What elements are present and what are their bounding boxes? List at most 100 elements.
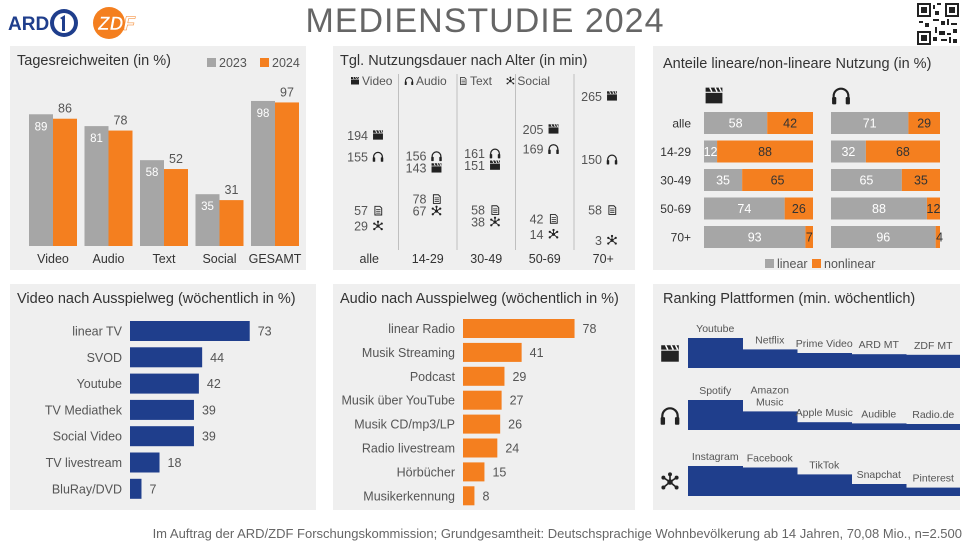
duration-value: 161 [464,147,485,161]
headphones-icon [832,87,850,105]
document-icon [432,194,441,204]
platform-label: Spotify [699,385,732,397]
duration-value: 151 [464,159,485,173]
platform-bar [851,484,907,496]
duration-value: 29 [354,220,368,234]
bar [130,347,203,368]
panel-video-ausspielweg: Video nach Ausspielweg (wöchentlich in %… [10,284,316,510]
network-icon [548,228,559,239]
category-label: Musikerkennung [363,489,455,503]
bar-linear [704,197,785,220]
age-label: 70+ [593,252,614,266]
bar-nonlinear [767,112,813,134]
platform-bar [906,424,960,430]
value-nonlinear: 4 [936,231,943,245]
bar-2023 [84,126,109,246]
chart-ranking: Youtube Netflix Prime Video ARD MT ZDF MT Spo… [660,323,960,496]
duration-value: 194 [347,129,368,143]
bar-nonlinear [865,140,940,163]
category-label: linear Radio [388,322,455,336]
age-label: 50-69 [529,252,561,266]
platform-label: Pinterest [913,473,955,485]
value-label: 39 [202,430,216,444]
value-nonlinear: 68 [896,145,910,159]
value-label: 42 [207,377,221,391]
category-label: Musik Streaming [362,346,455,360]
value-label: 41 [530,346,544,360]
platform-label: Facebook [747,453,794,465]
footer-note: Im Auftrag der ARD/ZDF Forschungskommiss… [152,526,962,541]
value-label-2024: 78 [114,114,128,128]
duration-value: 150 [581,153,602,167]
chart-tagesreichweiten: 2023 2024 89 86 Video 81 78 Audio 58 52 Text 35 31 So… [29,56,302,266]
network-icon [431,205,442,216]
bar-linear [831,197,927,220]
value-label: 18 [168,456,182,470]
bar [463,390,502,410]
platform-label: ARD MT [859,339,900,351]
bar [463,486,475,506]
value-nonlinear: 88 [758,145,772,159]
bar-2023 [29,114,53,246]
duration-value: 14 [530,228,544,242]
clapperboard-icon [373,130,383,140]
age-label: alle [672,117,691,131]
bar-2024 [219,200,244,246]
bar [130,373,199,394]
bar [463,462,485,482]
document-icon [549,214,558,224]
value-label-2024: 97 [280,85,294,99]
platform-bar [742,349,798,368]
value-label: 15 [492,465,506,479]
duration-value: 38 [471,216,485,230]
duration-value: 42 [530,212,544,226]
bar-linear [831,140,866,163]
value-label: 24 [505,442,519,456]
platform-bar [797,474,852,496]
value-label: 44 [210,351,224,365]
legend-label: Video [362,74,393,88]
bar-2023 [195,194,220,246]
platform-label: Apple Music [796,407,853,419]
headphones-icon [606,154,618,165]
bar-linear [704,169,743,191]
zdf-logo-text: ZDF [97,14,136,35]
platform-bar [688,400,743,430]
document-icon [491,205,500,215]
network-icon [506,76,515,85]
value-nonlinear: 29 [917,117,931,131]
bar [130,321,250,341]
panel-title: Tgl. Nutzungsdauer nach Alter (in min) [340,53,588,69]
platform-bar [688,466,743,496]
platform-label: Radio.de [912,409,954,421]
value-label-2023: 58 [146,167,159,179]
category-label: Audio [93,252,125,266]
bar-2023 [251,100,275,247]
value-linear: 71 [863,117,877,131]
bar-nonlinear [717,140,813,163]
age-label: 14-29 [412,252,444,266]
bar-linear [831,112,909,134]
value-linear: 74 [737,202,751,216]
value-nonlinear: 12 [927,202,941,216]
page-title: MEDIENSTUDIE 2024 [305,2,665,40]
value-label: 7 [149,482,156,496]
value-label-2024: 86 [58,102,72,116]
panel-ranking: Ranking Plattformen (min. wöchentlich) Y… [653,284,960,510]
bar-2023 [140,160,164,246]
platform-label: ZDF MT [914,340,953,352]
platform-label: Music [756,396,783,408]
platform-bar [851,354,907,368]
category-label: SVOD [87,351,122,365]
legend-swatch-linear [765,259,774,268]
bar [130,478,142,499]
document-icon [460,77,467,85]
value-linear: 58 [729,117,743,131]
bar [130,426,194,447]
platform-bar [742,411,798,430]
clapperboard-icon [607,91,617,101]
bar-linear [831,169,902,191]
panel-title: Ranking Plattformen (min. wöchentlich) [663,291,916,307]
chart-video-ausspielweg: linear TV 73 SVOD 44 Youtube 42 TV Mediathek 39… [45,321,272,499]
headphones-icon [548,144,559,155]
